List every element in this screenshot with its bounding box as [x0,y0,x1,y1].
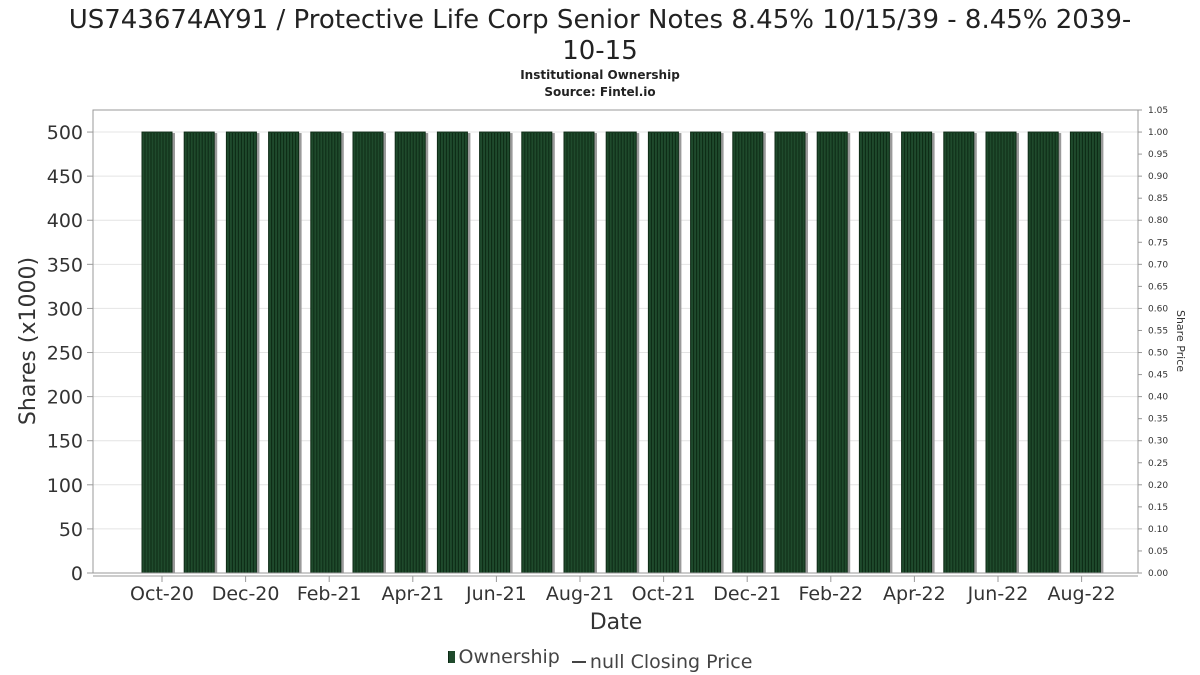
y-tick-label: 350 [47,254,83,276]
y2-tick-label: 0.25 [1148,459,1168,469]
ownership-swatch-icon [447,651,455,663]
x-tick-label: Feb-22 [798,583,863,605]
ownership-bar [563,131,597,574]
y2-tick-label: 0.60 [1148,304,1168,314]
ownership-bar [479,131,513,574]
x-tick-label: Aug-22 [1048,583,1116,605]
ownership-bar [901,131,935,574]
y-tick-label: 150 [47,431,83,453]
ownership-bar [858,131,893,574]
ownership-bar [141,131,175,574]
chart-title-line-1: US743674AY91 / Protective Life Corp Seni… [69,5,1132,35]
x-tick-label: Jun-22 [967,583,1029,605]
y2-tick-label: 0.75 [1148,238,1168,248]
x-tick-label: Jun-21 [465,583,527,605]
y2-tick-label: 0.50 [1148,349,1168,359]
y2-tick-label: 0.90 [1148,172,1168,182]
y2-tick-label: 0.20 [1148,481,1168,491]
bars-group [141,131,1104,574]
y-tick-label: 250 [47,343,83,365]
y2-tick-label: 0.80 [1148,216,1168,226]
ownership-bar [985,131,1019,574]
x-tick-label: Dec-21 [713,583,781,605]
y2-tick-label: 0.55 [1148,326,1168,336]
ownership-bar [647,131,682,574]
x-tick-label: Apr-22 [883,583,946,605]
y2-tick-label: 0.30 [1148,437,1168,447]
y-tick-label: 450 [47,166,83,188]
y2-tick-label: 1.05 [1148,106,1168,116]
y-tick-label: 300 [47,298,83,320]
ownership-bar [225,131,260,574]
y-tick-label: 50 [59,519,83,541]
ownership-bar [183,131,218,574]
y2-tick-label: 0.95 [1148,150,1168,160]
y2-tick-label: 0.05 [1148,547,1168,557]
y2-tick-label: 0.35 [1148,415,1168,425]
y2-tick-label: 0.00 [1148,569,1168,579]
ownership-bar [394,131,429,574]
ownership-bar [605,131,640,574]
ownership-bar [943,131,977,574]
ownership-bar [732,131,766,574]
x-tick-label: Apr-21 [381,583,444,605]
y2-tick-label: 0.15 [1148,503,1168,513]
ownership-bar [268,131,302,574]
y2-tick-label: 0.40 [1148,393,1168,403]
x-tick-label: Oct-21 [632,583,696,605]
closing-price-line-icon [571,661,586,663]
chart-subtitle: Institutional Ownership [520,68,680,82]
x-axis: Oct-20 Dec-20 Feb-21 Apr-21 Jun-21 Aug-21 Oct-… [93,575,1138,605]
x-axis-label: Date [590,610,643,635]
chart-source: Source: Fintel.io [544,85,655,99]
chart-title-line-2: 10-15 [562,36,638,66]
y-tick-label: 400 [47,210,83,232]
y2-axis-label: Share Price [1174,310,1187,372]
legend-closing-price-label: null Closing Price [589,651,753,673]
left-y-axis: 0 50 100 150 200 250 300 350 400 450 500 [47,122,93,585]
ownership-bar [352,131,386,574]
y-tick-label: 200 [47,387,83,409]
plot-area-border [92,109,1139,574]
legend-ownership-label: Ownership [458,646,560,668]
ownership-bar [436,131,471,574]
ownership-bar [310,131,344,574]
legend-closing-price[interactable]: null Closing Price [566,651,753,673]
y-tick-label: 500 [47,122,83,144]
ownership-bar [521,131,555,574]
x-tick-label: Aug-21 [546,583,614,605]
y2-tick-label: 0.45 [1148,371,1168,381]
chart-legend: Ownership null Closing Price [0,646,1200,673]
y-tick-label: 100 [47,475,83,497]
ownership-bar [1027,131,1062,574]
ownership-bar [816,131,851,574]
y2-tick-label: 0.70 [1148,260,1168,270]
x-tick-label: Feb-21 [297,583,362,605]
y-axis-label: Shares (x1000) [16,257,41,425]
x-tick-label: Oct-20 [130,583,194,605]
y2-tick-label: 0.85 [1148,194,1168,204]
y-tick-label: 0 [71,563,83,585]
y2-tick-label: 0.10 [1148,525,1168,535]
y2-tick-label: 1.00 [1148,128,1168,138]
ownership-bar [690,131,724,574]
right-y-axis: 0.00 0.05 0.10 0.15 0.20 0.25 0.30 0.35 0.40 0.45… [1138,106,1168,579]
y2-tick-label: 0.65 [1148,282,1168,292]
legend-ownership[interactable]: Ownership [447,646,560,668]
x-tick-label: Dec-20 [212,583,280,605]
ownership-bar [1069,131,1104,574]
ownership-bar [774,131,808,574]
